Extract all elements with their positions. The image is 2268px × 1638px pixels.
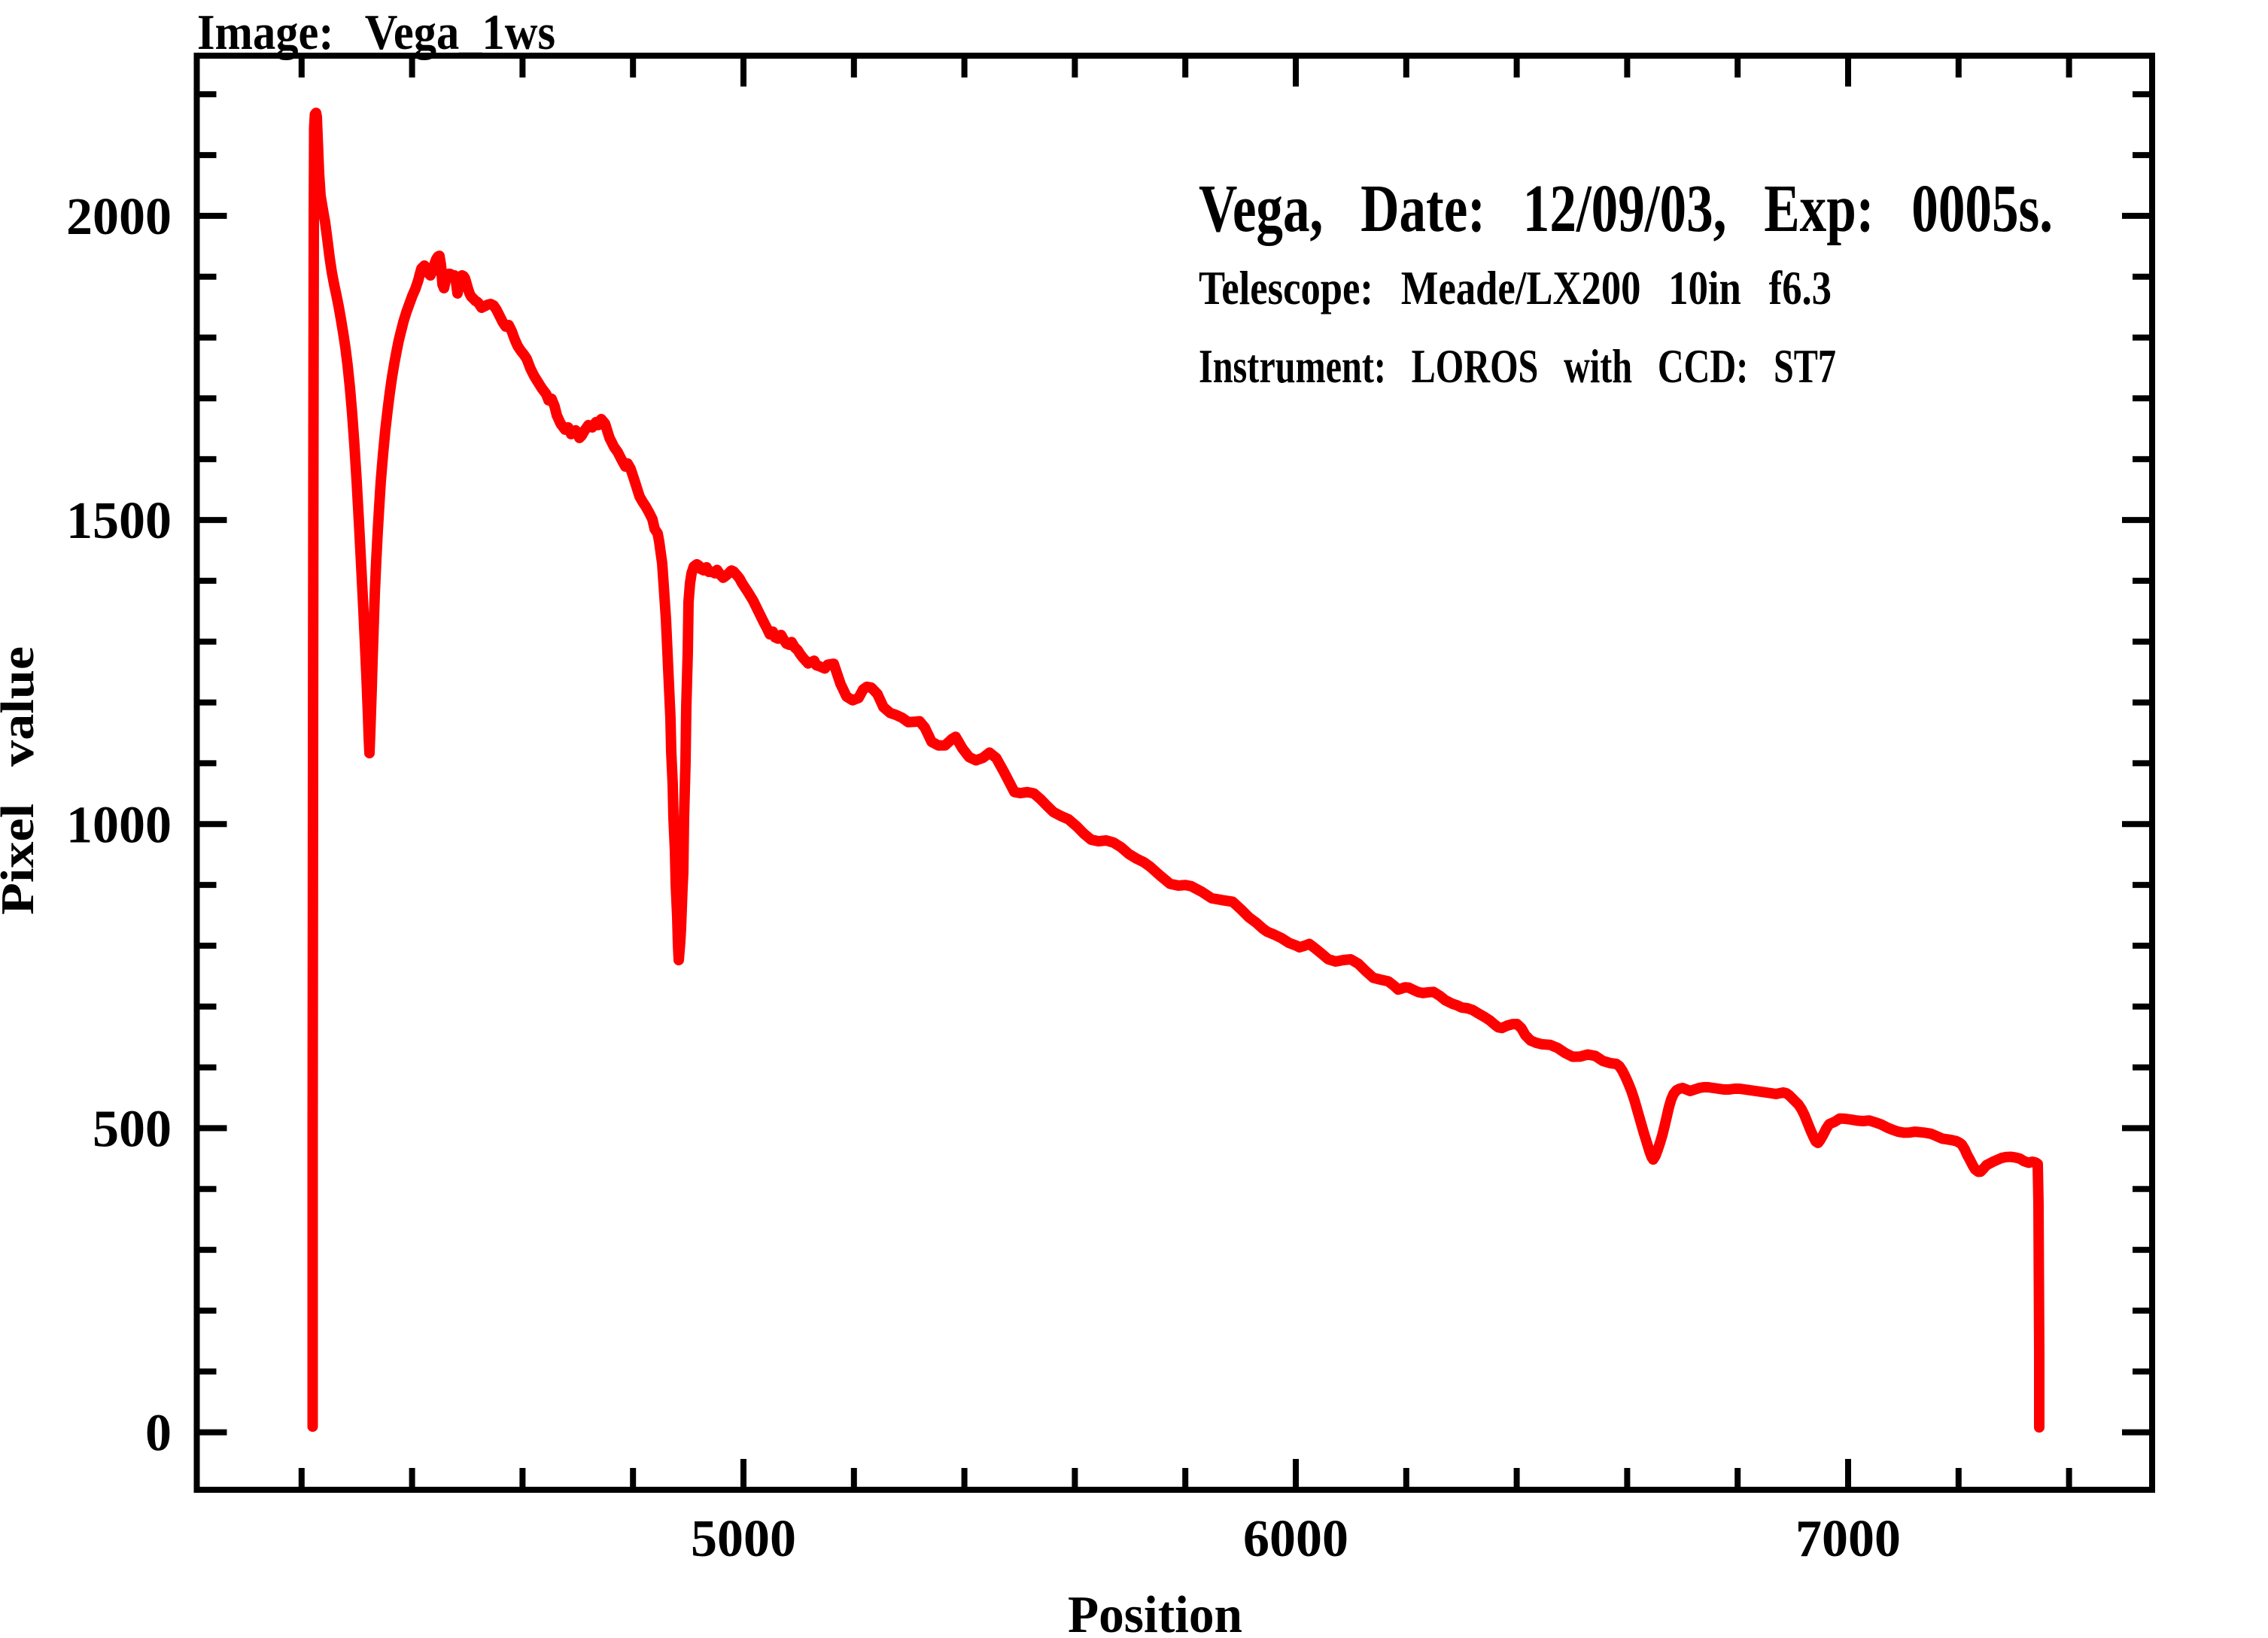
svg-text:1500: 1500 bbox=[66, 492, 172, 550]
svg-text:Image: Vega_1ws: Image: Vega_1ws bbox=[197, 5, 555, 60]
svg-text:Vega, Date: 12/09/03, Exp: 000: Vega, Date: 12/09/03, Exp: 0005s. bbox=[1199, 172, 2053, 246]
svg-text:Instrument: LOROS with CCD: ST: Instrument: LOROS with CCD: ST7 bbox=[1199, 339, 1836, 393]
svg-text:Telescope: Meade/LX200 10in f6: Telescope: Meade/LX200 10in f6.3 bbox=[1199, 261, 1832, 315]
svg-text:5000: 5000 bbox=[691, 1510, 796, 1568]
svg-text:6000: 6000 bbox=[1243, 1510, 1348, 1568]
svg-text:0: 0 bbox=[145, 1405, 172, 1463]
svg-text:1000: 1000 bbox=[66, 796, 172, 854]
svg-text:Position: Position bbox=[1068, 1586, 1242, 1634]
svg-text:500: 500 bbox=[93, 1100, 172, 1158]
svg-text:2000: 2000 bbox=[66, 188, 172, 246]
svg-text:Pixel value: Pixel value bbox=[0, 646, 44, 915]
svg-text:7000: 7000 bbox=[1795, 1510, 1901, 1568]
